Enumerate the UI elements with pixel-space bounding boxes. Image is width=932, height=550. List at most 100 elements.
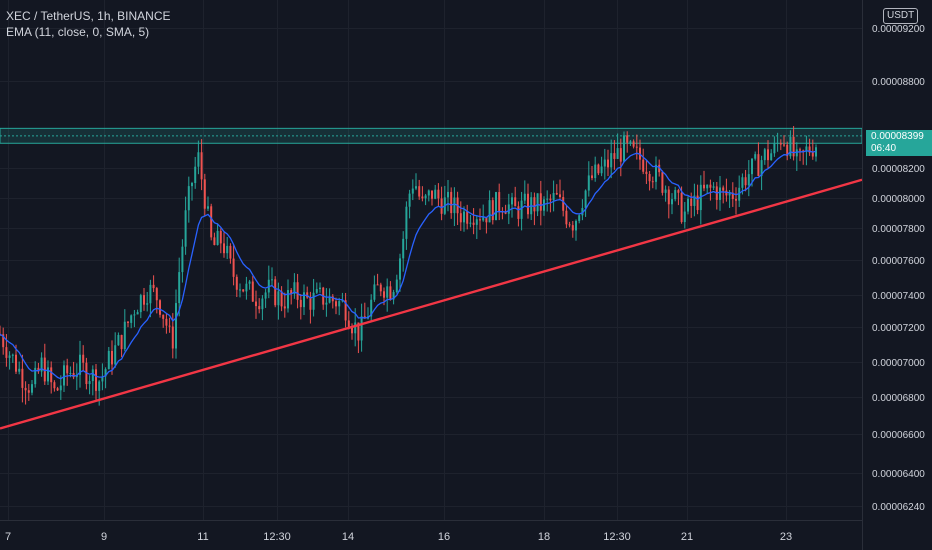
candle-body xyxy=(194,166,197,184)
candle-body xyxy=(667,189,670,205)
candle-body xyxy=(373,284,376,300)
candle-body xyxy=(661,172,664,193)
symbol-title[interactable]: XEC / TetherUS, 1h, BINANCE xyxy=(6,9,171,23)
candle-body xyxy=(581,207,584,216)
candle-body xyxy=(747,174,750,186)
time-axis-label: 18 xyxy=(538,531,550,543)
price-axis-label: 0.00007200 xyxy=(872,323,925,334)
candle-body xyxy=(43,357,46,382)
candle-body xyxy=(472,222,475,225)
candle-body xyxy=(79,354,81,375)
price-axis-label: 0.00008200 xyxy=(872,164,925,175)
candle-body xyxy=(146,303,149,305)
candle-body xyxy=(767,149,769,161)
candle-body xyxy=(152,284,155,289)
candle-body xyxy=(98,381,101,391)
candle-body xyxy=(421,196,424,199)
indicator-title[interactable]: EMA (11, close, 0, SMA, 5) xyxy=(6,25,150,39)
candle-body xyxy=(792,136,795,157)
candle-body xyxy=(402,238,405,259)
candle-body xyxy=(392,292,395,300)
candle-body xyxy=(731,192,734,199)
candle-body xyxy=(11,354,14,356)
candle-body xyxy=(507,204,510,214)
candle-body xyxy=(271,279,273,281)
time-axis-label: 21 xyxy=(681,531,693,543)
candle-body xyxy=(319,287,321,290)
candle-body xyxy=(655,164,657,182)
candle-body xyxy=(623,135,625,162)
candle-body xyxy=(155,288,158,301)
candle-body xyxy=(802,150,805,152)
candle-body xyxy=(626,135,629,143)
candle-body xyxy=(536,193,539,212)
candle-body xyxy=(744,177,747,186)
candle-body xyxy=(299,299,302,308)
candle-body xyxy=(511,197,513,205)
candle-body xyxy=(72,373,75,378)
price-axis-label: 0.00009200 xyxy=(872,24,925,35)
candle-body xyxy=(223,243,225,254)
ema-line xyxy=(0,150,817,380)
candle-body xyxy=(783,144,785,146)
candle-body xyxy=(159,300,161,315)
candle-body xyxy=(15,354,17,372)
candle-body xyxy=(549,198,552,201)
candle-body xyxy=(178,272,181,304)
candle-body xyxy=(683,211,686,223)
candle-body xyxy=(59,385,62,391)
candle-body xyxy=(63,365,65,386)
candle-body xyxy=(143,295,145,305)
candle-body xyxy=(539,193,542,211)
candle-body xyxy=(101,376,104,382)
trendline[interactable] xyxy=(0,178,863,430)
price-axis[interactable]: 0.00009200 0.00008800 0.00008200 0.00008000… xyxy=(872,24,925,513)
time-axis-label: 7 xyxy=(5,531,11,543)
candle-body xyxy=(754,154,757,159)
candle-body xyxy=(498,192,501,211)
candle-body xyxy=(808,146,811,153)
candle-body xyxy=(104,369,107,377)
candle-body xyxy=(776,142,779,144)
candle-body xyxy=(219,230,222,244)
candle-body xyxy=(107,350,110,370)
candle-body xyxy=(290,290,293,294)
price-axis-label: 0.00007000 xyxy=(872,358,925,369)
candle-body xyxy=(331,296,334,302)
candle-body xyxy=(197,152,200,167)
candle-body xyxy=(248,281,251,284)
price-axis-label: 0.00006240 xyxy=(872,502,925,513)
candle-body xyxy=(351,327,353,334)
candle-body xyxy=(559,194,561,198)
candle-body xyxy=(610,153,613,168)
price-axis-label: 0.00007400 xyxy=(872,291,925,302)
candle-body xyxy=(488,200,491,223)
candle-body xyxy=(114,345,117,365)
candle-body xyxy=(757,154,760,176)
candle-body xyxy=(395,279,398,293)
time-axis-label: 12:30 xyxy=(603,531,631,543)
candle-body xyxy=(805,146,808,152)
candle-body xyxy=(728,192,731,196)
candle-body xyxy=(616,148,619,159)
candle-body xyxy=(533,197,536,212)
candle-body xyxy=(216,230,219,246)
candle-body xyxy=(341,300,344,302)
candle-body xyxy=(517,206,520,219)
candle-body xyxy=(37,367,40,372)
candle-body xyxy=(31,384,33,393)
candle-body xyxy=(139,295,142,313)
candle-body xyxy=(328,296,331,303)
candle-body xyxy=(168,325,171,327)
candle-body xyxy=(69,373,72,375)
candle-body xyxy=(315,289,318,293)
time-axis-label: 9 xyxy=(101,531,107,543)
currency-badge[interactable]: USDT xyxy=(883,8,919,24)
chart-legend: XEC / TetherUS, 1h, BINANCE EMA (11, clo… xyxy=(6,8,171,40)
time-axis[interactable]: 7 9 11 12:30 14 16 18 12:30 21 23 xyxy=(5,531,792,543)
candle-body xyxy=(66,365,69,374)
candle-body xyxy=(123,321,126,350)
candle-body xyxy=(552,193,555,201)
